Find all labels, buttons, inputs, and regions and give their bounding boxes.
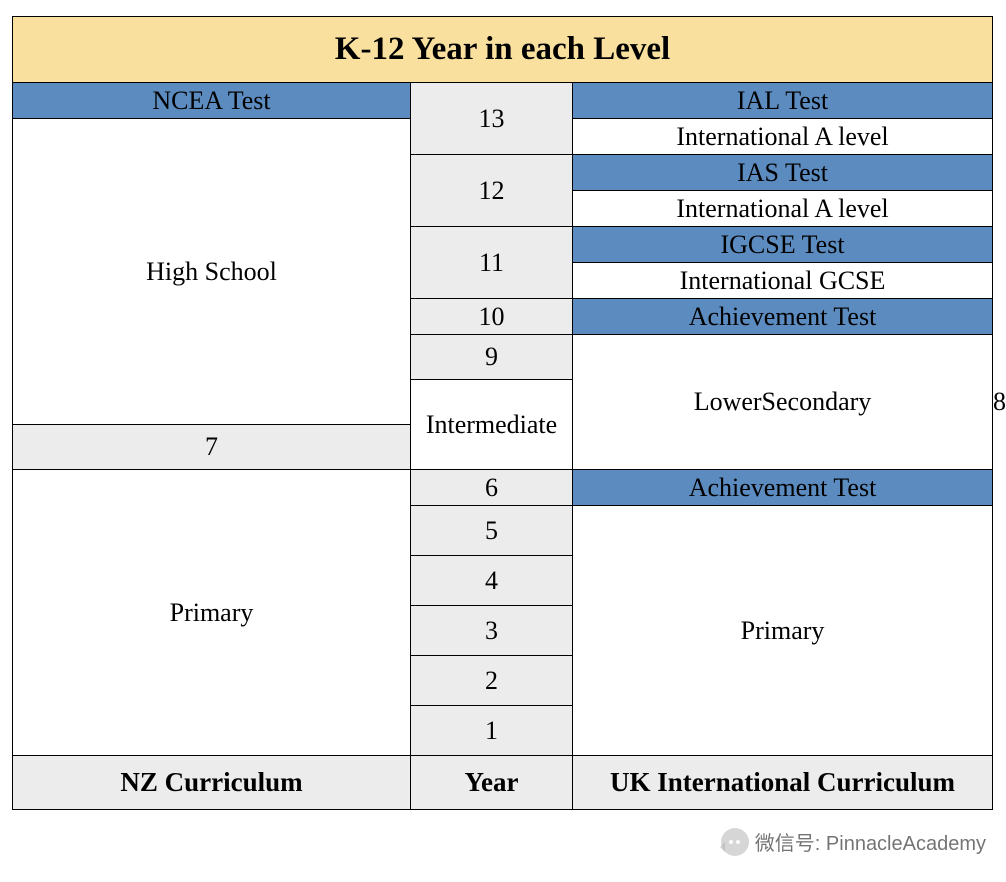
nz-primary: Primary <box>13 470 411 756</box>
year-1: 1 <box>411 706 573 756</box>
uk-y12-stage: International A level <box>573 191 993 227</box>
table-title: K-12 Year in each Level <box>13 17 993 83</box>
year-13: 13 <box>411 83 573 155</box>
year-4: 4 <box>411 556 573 606</box>
year-2: 2 <box>411 656 573 706</box>
uk-y10-test: Achievement Test <box>573 299 993 335</box>
year-6: 6 <box>411 470 573 506</box>
uk-primary-test: Achievement Test <box>573 470 993 506</box>
year-9: 9 <box>411 335 573 380</box>
year-7: 7 <box>13 425 411 470</box>
year-10: 10 <box>411 299 573 335</box>
wechat-icon <box>721 828 749 856</box>
curriculum-comparison-table: K-12 Year in each Level NCEA Test 13 IAL… <box>12 16 993 810</box>
nz-intermediate: Intermediate <box>411 380 573 470</box>
uk-primary: Primary <box>573 506 993 756</box>
nz-footer: NZ Curriculum <box>13 756 411 810</box>
year-12: 12 <box>411 155 573 227</box>
uk-y13-stage: International A level <box>573 119 993 155</box>
uk-y11-test: IGCSE Test <box>573 227 993 263</box>
uk-y11-stage: International GCSE <box>573 263 993 299</box>
uk-y13-test: IAL Test <box>573 83 993 119</box>
year-5: 5 <box>411 506 573 556</box>
uk-footer: UK International Curriculum <box>573 756 993 810</box>
year-footer: Year <box>411 756 573 810</box>
watermark-text: 微信号: PinnacleAcademy <box>755 827 986 856</box>
nz-header: NCEA Test <box>13 83 411 119</box>
year-11: 11 <box>411 227 573 299</box>
uk-lower-secondary: LowerSecondary <box>573 335 993 470</box>
nz-high-school: High School <box>13 119 411 425</box>
watermark: 微信号: PinnacleAcademy <box>721 827 986 856</box>
uk-y12-test: IAS Test <box>573 155 993 191</box>
year-3: 3 <box>411 606 573 656</box>
